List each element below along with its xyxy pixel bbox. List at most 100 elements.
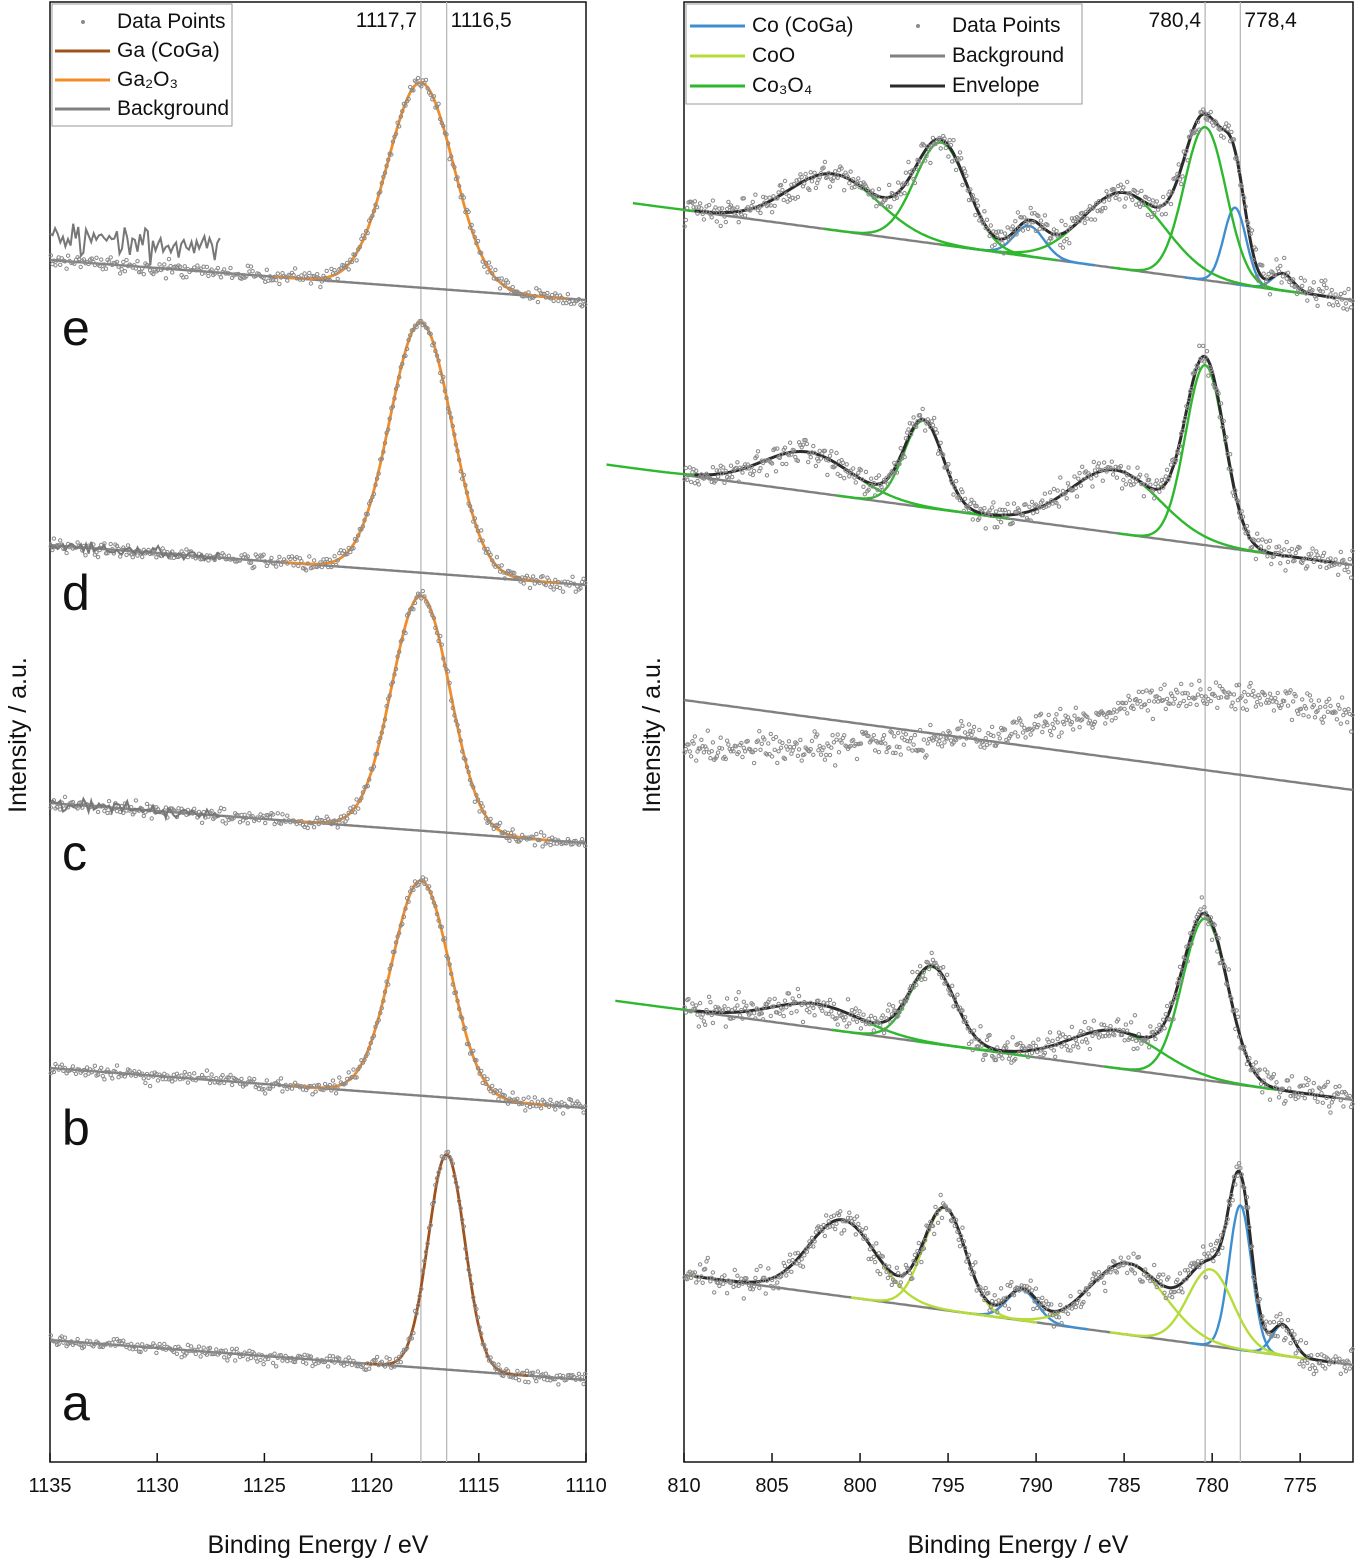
data-point (757, 1285, 762, 1291)
data-point (1236, 1161, 1242, 1166)
data-point (1016, 507, 1022, 513)
data-point (925, 960, 930, 965)
data-point (1127, 479, 1133, 484)
data-point (408, 333, 413, 338)
data-point (1236, 1034, 1242, 1039)
data-point (464, 764, 470, 770)
data-point (359, 795, 364, 801)
data-point (463, 1025, 468, 1031)
data-point (475, 1066, 481, 1071)
data-point (291, 272, 296, 278)
data-point (181, 1076, 186, 1081)
data-point (337, 1356, 342, 1361)
data-point (1292, 1091, 1297, 1096)
data-point (248, 1355, 254, 1361)
data-point (1164, 467, 1170, 472)
data-point (1019, 722, 1024, 727)
data-point (1256, 278, 1261, 283)
data-point (453, 1180, 459, 1185)
data-point (253, 1356, 258, 1361)
data-point (1170, 693, 1175, 699)
data-point (1197, 678, 1202, 683)
data-point (912, 180, 918, 186)
data-point (1206, 111, 1211, 117)
data-point (1091, 205, 1097, 210)
data-point (1018, 1040, 1023, 1046)
data-point (583, 843, 588, 849)
data-point (438, 116, 443, 122)
data-point (930, 423, 936, 428)
data-point (527, 585, 533, 591)
data-point (980, 1057, 986, 1063)
data-point (237, 820, 243, 825)
data-point (215, 265, 221, 271)
data-point (1020, 513, 1026, 518)
data-point (1249, 1066, 1255, 1072)
data-point (512, 833, 517, 838)
data-point (1092, 468, 1098, 473)
data-point (329, 1088, 334, 1093)
data-point (906, 427, 911, 432)
data-point (1186, 1271, 1192, 1276)
data-point (1318, 1086, 1323, 1091)
data-point (835, 732, 840, 737)
data-point (1177, 177, 1183, 182)
data-point (1122, 706, 1127, 712)
data-point (408, 889, 413, 894)
data-point (875, 740, 880, 745)
data-point (853, 480, 858, 485)
data-point (726, 477, 731, 482)
data-point (971, 724, 977, 730)
data-point (535, 299, 541, 305)
data-point (980, 739, 986, 744)
data-point (809, 1235, 815, 1241)
data-point (289, 1086, 295, 1091)
data-point (1327, 564, 1332, 569)
data-point (100, 1073, 106, 1079)
data-point (1042, 491, 1048, 496)
data-point (1064, 1304, 1069, 1310)
data-point (110, 547, 115, 552)
data-point (923, 1238, 928, 1243)
data-point (466, 1042, 471, 1047)
data-point (494, 555, 500, 560)
data-point (907, 421, 912, 426)
data-point (1132, 1271, 1138, 1276)
data-point (1208, 698, 1214, 704)
data-point (1204, 916, 1210, 921)
data-point (903, 732, 909, 737)
data-point (834, 737, 839, 742)
data-point (397, 649, 402, 654)
data-point (1175, 1277, 1180, 1283)
data-point (851, 737, 856, 743)
data-point (1162, 1290, 1167, 1296)
ga-tick-label: 1130 (136, 1475, 179, 1497)
data-point (277, 554, 282, 560)
data-point (1285, 270, 1291, 275)
data-point (447, 962, 452, 967)
ga-tick-label: 1135 (28, 1475, 71, 1497)
data-point (497, 820, 503, 826)
data-point (386, 1361, 391, 1366)
data-point (1062, 1041, 1067, 1047)
data-point (258, 1357, 263, 1363)
data-point (921, 143, 927, 148)
data-point (419, 1286, 424, 1292)
data-point (441, 656, 446, 661)
data-point (250, 269, 255, 274)
data-point (324, 1356, 329, 1361)
data-point (885, 481, 891, 487)
data-point (847, 181, 852, 186)
data-point (1221, 1229, 1226, 1234)
data-point (807, 1239, 812, 1244)
data-point (1062, 239, 1067, 244)
data-point (483, 1081, 489, 1087)
data-point (706, 994, 712, 999)
data-point (1285, 1078, 1291, 1083)
data-point (1047, 1030, 1053, 1035)
data-point (880, 1013, 885, 1018)
data-point (1152, 699, 1157, 704)
data-point (1320, 720, 1326, 725)
data-point (1157, 489, 1162, 494)
data-point (365, 512, 370, 517)
